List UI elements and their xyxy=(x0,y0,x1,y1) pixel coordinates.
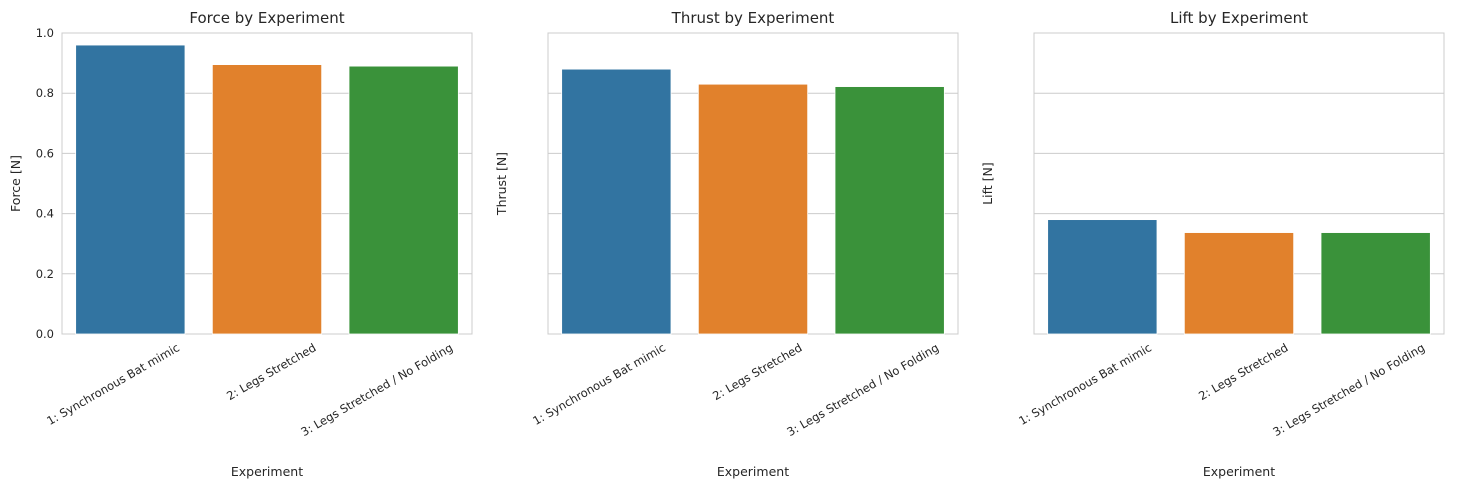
bar-1 xyxy=(1047,219,1158,335)
chart-panel-3: 1: Synchronous Bat mimic 2: Legs Stretche… xyxy=(980,9,1445,479)
y-axis-label: Lift [N] xyxy=(980,162,995,205)
x-axis-label: Experiment xyxy=(231,464,303,479)
bar-3 xyxy=(1320,232,1431,335)
x-tick-label: 2: Legs Stretched xyxy=(224,340,318,403)
chart-panel-2: 1: Synchronous Bat mimic 2: Legs Stretche… xyxy=(494,9,959,479)
x-tick-label: 2: Legs Stretched xyxy=(1196,340,1290,403)
bar-2 xyxy=(697,83,809,335)
y-tick-label: 0.4 xyxy=(36,207,54,221)
y-tick-label: 0.6 xyxy=(36,146,54,160)
y-axis-label: Thrust [N] xyxy=(494,152,509,216)
x-tick-label: 3: Legs Stretched / No Folding xyxy=(298,340,455,439)
y-tick-label: 1.0 xyxy=(36,26,54,40)
x-tick-label: 1: Synchronous Bat mimic xyxy=(1016,340,1154,428)
x-tick-label: 2: Legs Stretched xyxy=(710,340,804,403)
bar-1 xyxy=(75,44,186,335)
y-axis-label: Force [N] xyxy=(8,155,23,212)
x-tick-label: 1: Synchronous Bat mimic xyxy=(530,340,668,428)
chart-title: Lift by Experiment xyxy=(1170,9,1308,27)
y-tick-label: 0.2 xyxy=(36,267,54,281)
x-axis-label: Experiment xyxy=(1203,464,1275,479)
bar-3 xyxy=(834,86,945,335)
bar-2 xyxy=(1183,232,1295,335)
y-tick-label: 0.0 xyxy=(36,327,54,341)
bar-3 xyxy=(348,65,459,335)
x-tick-label: 3: Legs Stretched / No Folding xyxy=(1270,340,1427,439)
bar-1 xyxy=(561,68,672,335)
chart-title: Force by Experiment xyxy=(189,9,344,27)
x-axis-label: Experiment xyxy=(717,464,789,479)
y-tick-label: 0.8 xyxy=(36,86,54,100)
bar-2 xyxy=(211,64,323,335)
chart-title: Thrust by Experiment xyxy=(671,9,835,27)
x-tick-label: 3: Legs Stretched / No Folding xyxy=(784,340,941,439)
x-tick-label: 1: Synchronous Bat mimic xyxy=(44,340,182,428)
chart-panel-1: 0.0 0.2 0.4 0.6 0.8 1.0 1: Synchronous Bat mim… xyxy=(8,9,473,479)
